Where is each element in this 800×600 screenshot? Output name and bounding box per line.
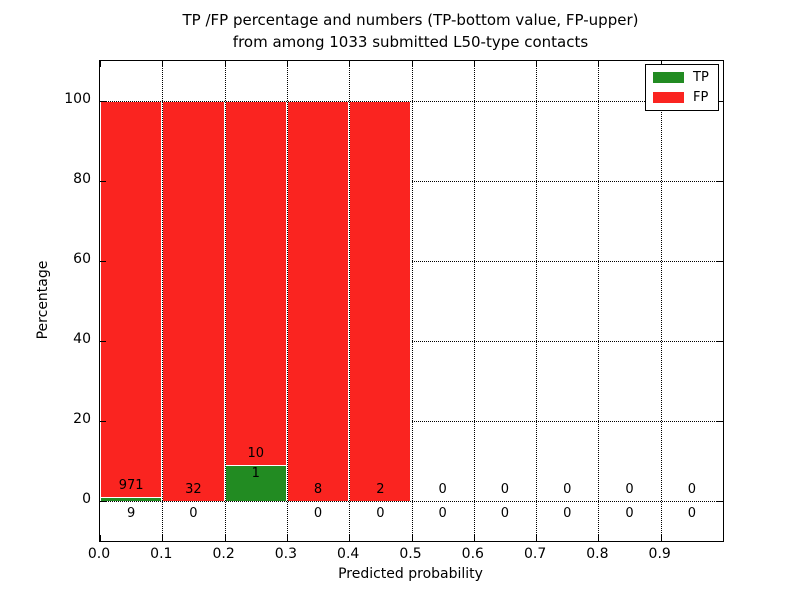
gridline-x-0.3 — [286, 61, 288, 541]
fp-count-5: 0 — [438, 482, 447, 497]
xtick-top-0.2 — [224, 61, 226, 67]
ytick-right-20 — [717, 421, 723, 422]
xtick-top-0.1 — [162, 61, 164, 67]
tp-count-7: 0 — [563, 506, 572, 521]
tp-count-0: 9 — [127, 506, 136, 521]
chart-title: TP /FP percentage and numbers (TP-bottom… — [99, 9, 722, 53]
bar-tp-0 — [100, 497, 163, 501]
x-tick-label-0.9: 0.9 — [648, 546, 671, 562]
tp-count-3: 0 — [313, 506, 323, 521]
xtick-top-0.7 — [536, 61, 538, 67]
fp-count-7: 0 — [563, 482, 572, 497]
x-tick-label-0.6: 0.6 — [461, 546, 484, 562]
ytick-right-60 — [717, 261, 723, 262]
ytick-right-0 — [717, 501, 723, 502]
fp-count-1: 32 — [185, 482, 202, 497]
legend-item-fp: FP — [653, 91, 709, 104]
xtick-bottom-0.3 — [286, 535, 288, 541]
gridline-x-0.8 — [598, 61, 600, 541]
tp-count-9: 0 — [687, 506, 696, 521]
xtick-bottom-0.4 — [349, 535, 351, 541]
gridline-x-0.7 — [536, 61, 538, 541]
xtick-bottom-0.1 — [162, 535, 164, 541]
ytick-left-40 — [100, 341, 106, 342]
x-tick-label-0.8: 0.8 — [586, 546, 609, 562]
bar-fp-4 — [349, 101, 412, 501]
legend-item-tp: TP — [653, 71, 709, 84]
tp-count-1: 0 — [189, 506, 198, 521]
plot-area: 971 9 32 0 10 1 8 0 2 0 0 0 0 0 0 0 0 0 0 0 — [99, 60, 724, 542]
xtick-bottom-0.7 — [536, 535, 538, 541]
xtick-top-0 — [100, 61, 101, 67]
gridline-x-0.2 — [224, 61, 226, 541]
tp-count-8: 0 — [625, 506, 634, 521]
gridline-y-100 — [100, 101, 723, 102]
x-tick-label-0.2: 0.2 — [212, 546, 235, 562]
fp-count-2: 10 — [247, 445, 265, 461]
chart-title-line1: TP /FP percentage and numbers (TP-bottom… — [182, 11, 639, 29]
legend-swatch-tp-icon — [653, 72, 684, 83]
y-tick-label-40: 40 — [73, 331, 91, 347]
gridline-x-0.1 — [162, 61, 164, 541]
ytick-left-80 — [100, 181, 106, 182]
x-tick-label-0.1: 0.1 — [150, 546, 173, 562]
fp-count-6: 0 — [500, 482, 510, 497]
xtick-top-0.6 — [473, 61, 475, 67]
x-tick-label-0.7: 0.7 — [523, 546, 547, 562]
ytick-right-80 — [717, 181, 723, 182]
gridline-x-0.5 — [411, 61, 413, 541]
chart-title-line2: from among 1033 submitted L50-type conta… — [232, 33, 589, 51]
tp-count-6: 0 — [500, 506, 510, 521]
x-axis-label: Predicted probability — [338, 566, 483, 582]
tp-count-5: 0 — [438, 506, 447, 521]
ytick-left-20 — [100, 421, 106, 422]
bar-fp-1 — [162, 101, 225, 501]
xtick-bottom-0.6 — [473, 535, 475, 541]
ytick-left-60 — [100, 261, 106, 262]
fp-count-8: 0 — [625, 482, 634, 497]
gridline-x-0.9 — [660, 61, 662, 541]
ytick-left-0 — [100, 501, 106, 502]
bar-fp-0 — [100, 101, 163, 498]
ytick-right-40 — [717, 341, 723, 342]
fp-count-9: 0 — [687, 482, 696, 497]
xtick-bottom-0 — [100, 535, 101, 541]
fp-count-3: 8 — [313, 482, 323, 497]
y-tick-label-20: 20 — [73, 411, 91, 427]
gridline-x-0.6 — [473, 61, 475, 541]
xtick-bottom-0.8 — [598, 535, 600, 541]
x-tick-label-0.4: 0.4 — [337, 546, 360, 562]
x-tick-label-0.0: 0.0 — [87, 546, 111, 562]
ytick-right-100 — [717, 101, 723, 102]
legend-label-tp: TP — [693, 70, 709, 85]
x-tick-label-0.5: 0.5 — [399, 546, 422, 562]
bar-fp-2 — [224, 101, 287, 465]
legend: TP FP — [645, 64, 719, 111]
xtick-bottom-0.9 — [660, 535, 662, 541]
gridline-x-0.4 — [349, 61, 351, 541]
xtick-top-0.3 — [286, 61, 288, 67]
xtick-bottom-0.5 — [411, 535, 413, 541]
tp-count-4: 0 — [376, 506, 385, 521]
tp-count-2: 1 — [251, 465, 260, 481]
xtick-top-0.5 — [411, 61, 413, 67]
bar-fp-3 — [286, 101, 350, 501]
legend-label-fp: FP — [693, 90, 709, 105]
fp-count-4: 2 — [376, 482, 385, 497]
xtick-bottom-0.2 — [224, 535, 226, 541]
x-tick-label-0.3: 0.3 — [274, 546, 298, 562]
y-tick-label-0: 0 — [82, 491, 91, 507]
fp-count-0: 971 — [118, 478, 144, 494]
y-tick-label-80: 80 — [73, 171, 91, 187]
legend-swatch-fp-icon — [653, 92, 684, 103]
xtick-top-0.4 — [349, 61, 351, 67]
y-axis-label: Percentage — [35, 260, 51, 340]
ytick-left-100 — [100, 101, 106, 102]
y-tick-label-100: 100 — [64, 91, 91, 107]
xtick-top-0.8 — [598, 61, 600, 67]
y-tick-label-60: 60 — [73, 251, 91, 267]
